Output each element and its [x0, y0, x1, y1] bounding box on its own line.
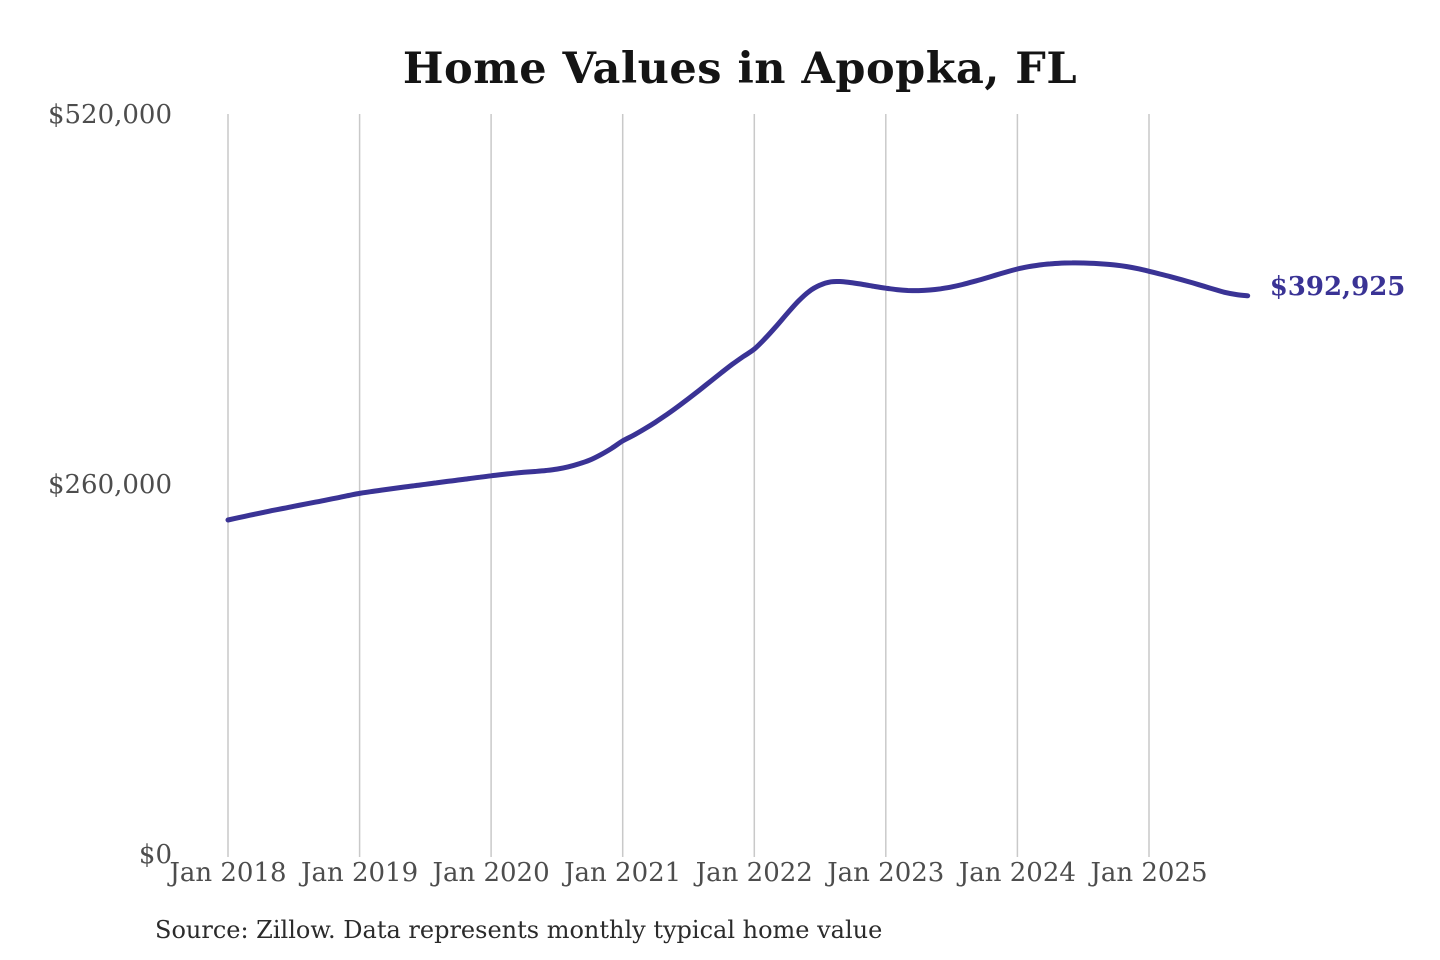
- latest-value-label: $392,925: [1269, 271, 1406, 302]
- chart-title: Home Values in Apopka, FL: [402, 44, 1078, 94]
- y-tick-label: $0: [138, 840, 172, 870]
- source-note: Source: Zillow. Data represents monthly …: [155, 916, 883, 944]
- x-tick-label: Jan 2019: [301, 858, 419, 888]
- x-tick-label: Jan 2018: [169, 858, 287, 888]
- x-tick-label: Jan 2025: [1090, 858, 1208, 888]
- y-tick-label: $520,000: [47, 100, 172, 130]
- home-value-line: [225, 260, 1251, 523]
- x-tick-label: Jan 2020: [432, 858, 550, 888]
- x-tick-label: Jan 2024: [958, 858, 1076, 888]
- x-tick-label: Jan 2021: [564, 858, 682, 888]
- x-tick-label: Jan 2023: [827, 858, 945, 888]
- x-tick-label: Jan 2022: [695, 858, 813, 888]
- y-tick-label: $260,000: [47, 470, 172, 500]
